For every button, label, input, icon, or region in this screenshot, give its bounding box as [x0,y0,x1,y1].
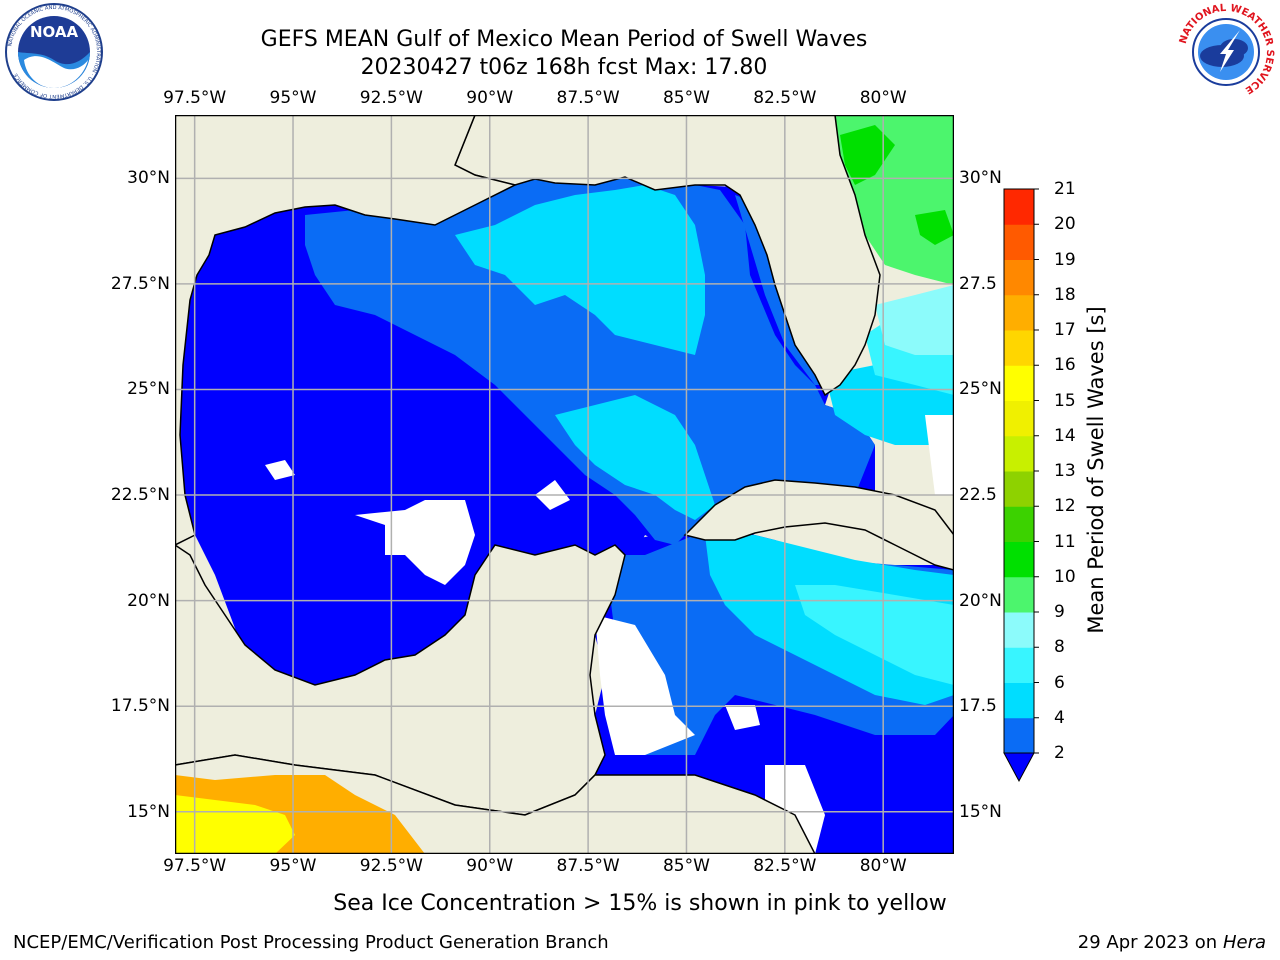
lon-tick-label: 95°W [269,88,317,108]
north-gulf-land [175,115,518,546]
colorbar-tick-label: 15 [1054,390,1076,411]
lat-tick-label-left: 17.5°N [110,696,170,717]
field-band-10b [915,210,954,245]
lon-tick-label: 92.5°W [359,856,423,876]
colorbar-tick-label: 20 [1054,214,1076,235]
nodata-area-3 [265,460,295,480]
colorbar-box [1004,365,1034,401]
colorbar-box [1004,330,1034,366]
colorbar-box [1004,400,1034,437]
chart-subtitle: 20230427 t06z 168h fcst Max: 17.80 [360,55,768,80]
lon-tick-label: 90°W [466,88,514,108]
colorbar-extend-min [1003,752,1035,783]
colorbar-tick-label: 17 [1054,320,1076,340]
map-frame [175,115,954,854]
colorbar-tick-label: 6 [1054,672,1065,693]
colorbar-box [1004,189,1034,225]
footer-date: 29 Apr 2023 on Hera [1078,931,1266,955]
lat-tick-label-left: 15°N [127,801,170,822]
lon-tick-label: 82.5°W [753,88,817,108]
lon-tick-label: 85°W [662,88,710,108]
sea-ice-note: Sea Ice Concentration > 15% is shown in … [333,891,947,916]
colorbar-box [1004,471,1034,507]
colorbar-box [1004,294,1034,331]
lon-tick-label: 82.5°W [753,856,817,876]
colorbar-box [1004,576,1034,613]
colorbar-box [1004,435,1034,472]
colorbar-tick-label: 11 [1054,531,1076,552]
lat-tick-label-right: 22.5 [959,485,997,506]
colorbar-box [1004,506,1034,542]
colorbar-box [1004,541,1034,578]
colorbar-box [1004,682,1034,719]
colorbar-tick-label: 13 [1054,461,1076,481]
colorbar-box [1004,647,1034,683]
lat-tick-label-left: 20°N [127,590,170,611]
lat-tick-label-left: 22.5°N [110,485,170,506]
lat-tick-label-right: 25°N [959,379,1002,400]
field-band-8 [875,285,954,355]
lat-tick-label-right: 15°N [959,801,1002,822]
field-band-4b [555,395,715,520]
colorbar-tick-label: 12 [1054,496,1076,517]
nodata-area-1 [355,500,475,585]
lat-tick-label-left: 30°N [127,168,170,189]
colorbar-tick-label: 2 [1054,743,1065,763]
lat-tick-label-left: 25°N [127,379,170,400]
lon-tick-label: 85°W [662,856,710,876]
swell-period-map [175,115,954,854]
cuba-land [683,479,954,571]
lon-tick-label: 92.5°W [359,88,423,108]
colorbar-tick-label: 21 [1054,179,1076,199]
footer-branch: NCEP/EMC/Verification Post Processing Pr… [13,932,609,953]
lat-tick-label-right: 27.5 [959,273,997,294]
lat-tick-label-right: 17.5 [959,696,997,717]
footer-host: Hera [1222,932,1266,953]
colorbar-tick-label: 19 [1054,249,1076,270]
colorbar-tick-label: 18 [1054,284,1076,305]
nodata-area-6 [725,705,760,730]
colorbar-box [1004,612,1034,648]
lon-tick-label: 87.5°W [556,856,620,876]
noaa-logo: NOAA NATIONAL OCEANIC AND ATMOSPHERIC AD… [5,3,103,101]
nodata-area-4 [595,615,695,755]
field-band-2 [305,177,875,545]
lon-tick-label: 97.5°W [163,856,227,876]
florida-land [454,115,881,397]
graticule [175,115,954,854]
lat-tick-label-left: 27.5°N [110,273,170,294]
colorbar [1003,188,1039,783]
chart-title: GEFS MEAN Gulf of Mexico Mean Period of … [260,27,868,52]
colorbar-tick-label: 8 [1054,637,1065,658]
colorbar-tick-label: 4 [1054,707,1065,728]
footer-date-text: 29 Apr 2023 on [1077,932,1223,953]
lon-tick-label: 80°W [859,856,907,876]
lat-tick-label-right: 20°N [959,590,1002,611]
colorbar-tick-label: 9 [1054,602,1065,622]
colorbar-tick-label: 16 [1054,355,1076,376]
colorbar-box [1004,224,1034,260]
colorbar-label: Mean Period of Swell Waves [s] [1084,306,1108,634]
field-band-6b [795,585,954,685]
noaa-logo-text: NOAA [30,23,79,41]
field-band-10 [840,125,895,185]
lat-tick-label-right: 30°N [959,168,1002,189]
lon-tick-label: 97.5°W [163,88,227,108]
colorbar-box [1004,259,1034,296]
nws-logo: NATIONAL WEATHER SERVICE [1178,3,1275,99]
lon-tick-label: 90°W [466,856,514,876]
colorbar-box [1004,717,1034,754]
lon-tick-label: 80°W [859,88,907,108]
field-band-4 [455,185,705,355]
field-band-15 [175,795,295,854]
colorbar-tick-label: 10 [1054,566,1076,587]
lon-tick-label: 95°W [269,856,317,876]
colorbar-tick-label: 14 [1054,425,1076,446]
lon-tick-label: 87.5°W [556,88,620,108]
nodata-area-7 [925,415,954,495]
